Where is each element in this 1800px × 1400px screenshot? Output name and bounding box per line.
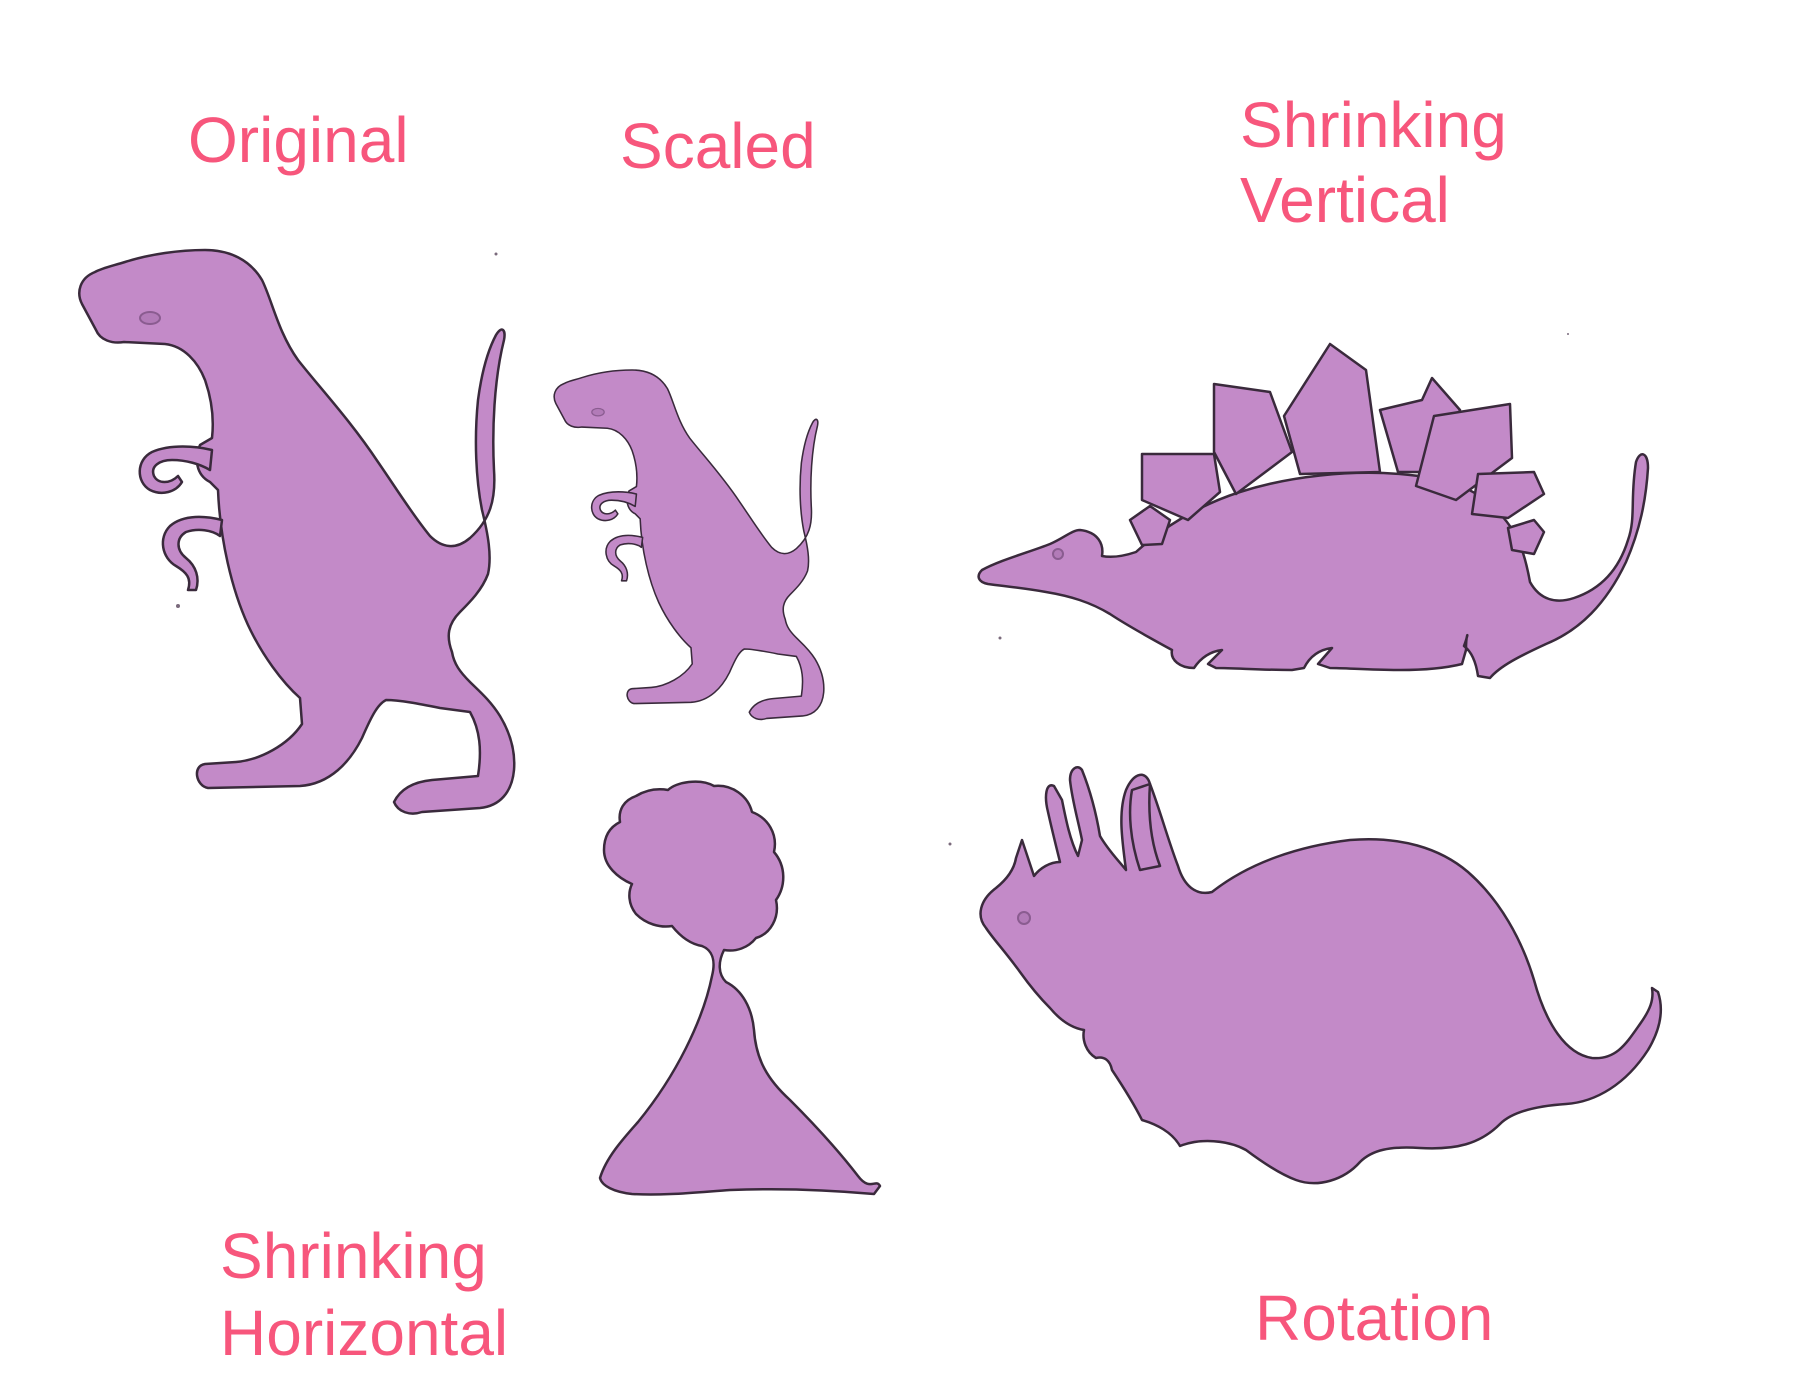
shrinking-horizontal-silhouette [598,780,882,1196]
trex-original-silhouette [78,248,516,815]
label-shrinking-vertical-1: Shrinking [1240,89,1507,161]
label-scaled: Scaled [620,110,816,182]
stegosaurus-silhouette [977,342,1650,680]
label-rotation: Rotation [1255,1282,1493,1354]
triceratops-silhouette [979,766,1662,1185]
label-shrinking-vertical-2: Vertical [1240,164,1450,236]
label-shrinking-horizontal-1: Shrinking [220,1220,487,1292]
label-shrinking-horizontal-2: Horizontal [220,1297,508,1369]
trex-scaled-silhouette [553,369,825,721]
label-original: Original [188,104,409,176]
